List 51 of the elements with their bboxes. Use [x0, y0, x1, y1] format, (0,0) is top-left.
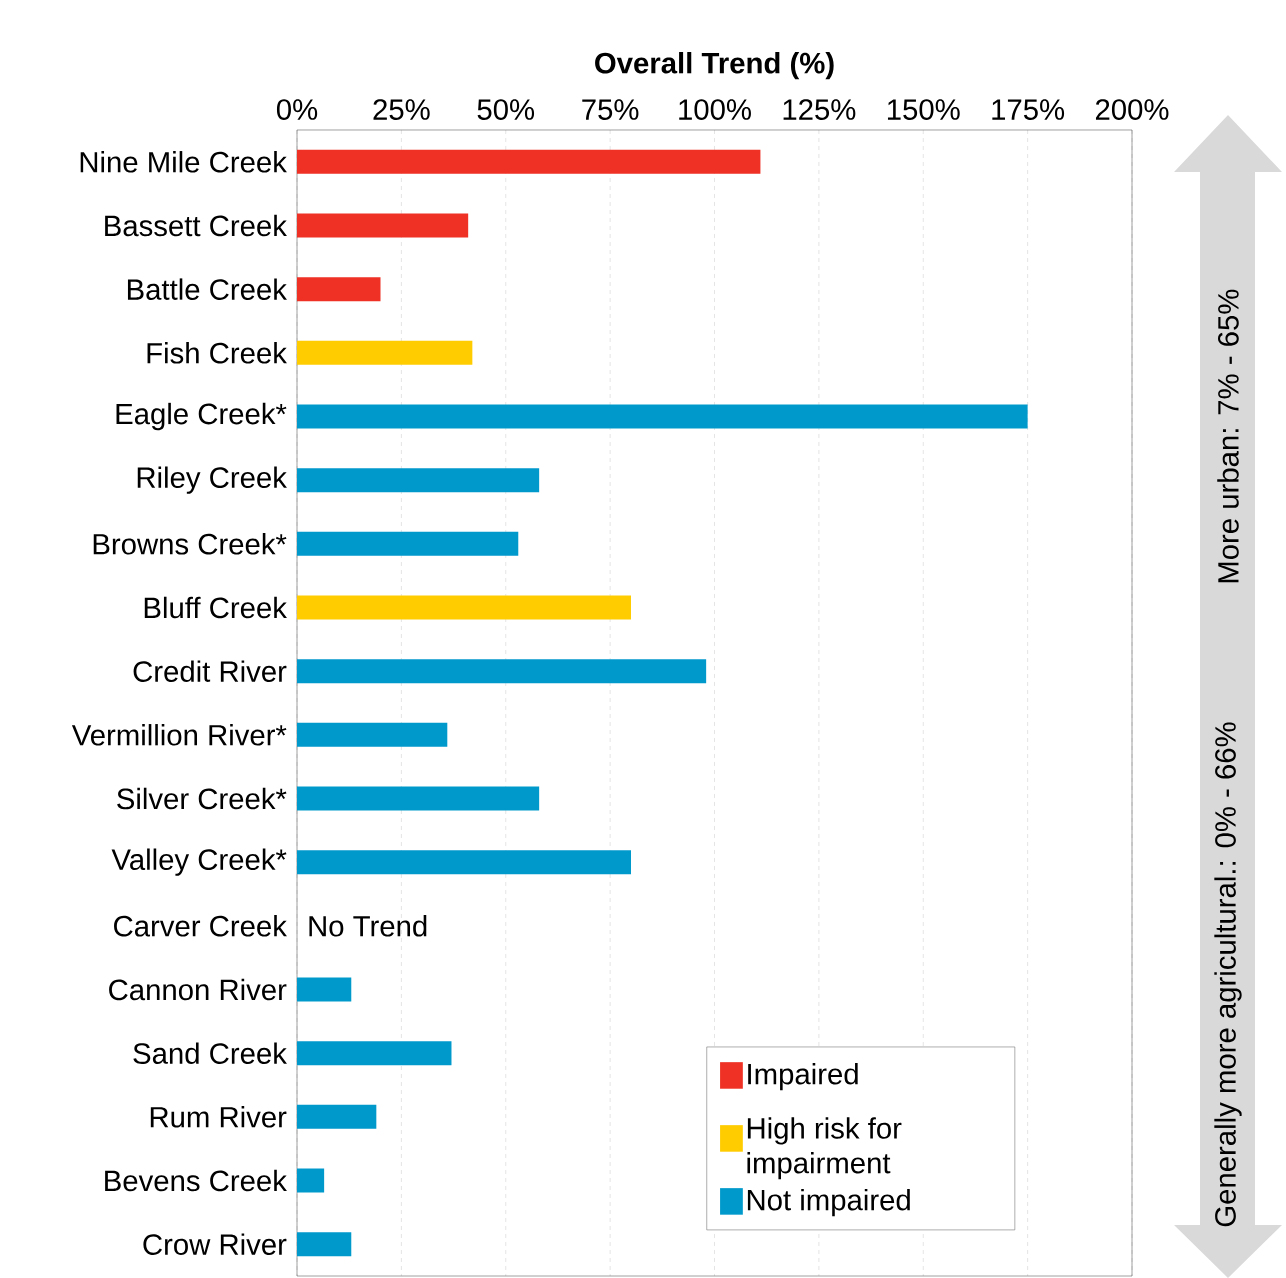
bar — [297, 468, 540, 493]
bar — [297, 213, 469, 238]
y-tick-label: Rum River — [150, 1106, 287, 1128]
bar — [297, 977, 352, 1002]
y-tick-label: Eagle Creek* — [116, 402, 287, 431]
x-tick-label: 175% — [992, 99, 1065, 120]
bar — [297, 404, 1028, 429]
y-tick-label: Sand Creek — [133, 1042, 287, 1064]
legend-label: High risk for impairment — [747, 1117, 902, 1180]
y-tick-label: Fish Creek — [147, 342, 287, 364]
y-tick-label: Credit River — [133, 660, 287, 682]
y-tick-label: Carver Creek — [114, 915, 287, 937]
bar — [297, 1232, 352, 1257]
y-tick-label: Battle Creek — [127, 278, 287, 300]
bar — [297, 722, 448, 747]
x-tick-label: 50% — [477, 99, 535, 120]
x-tick-label: 0% — [276, 99, 318, 120]
annotation: No Trend — [309, 915, 427, 937]
bar — [297, 1041, 452, 1066]
bar — [297, 786, 540, 811]
bar — [297, 340, 473, 365]
y-tick-label: Valley Creek* — [111, 848, 287, 876]
x-tick-label: 100% — [679, 99, 751, 120]
x-tick-label: 25% — [373, 99, 430, 120]
y-tick-label: Silver Creek* — [117, 787, 287, 810]
y-tick-label: Nine Mile Creek — [80, 151, 287, 173]
text: More urban: 7% - 65% — [1217, 289, 1239, 583]
x-tick-label: 75% — [582, 99, 639, 120]
y-tick-label: Riley Creek — [137, 466, 287, 494]
y-tick-label: Bluff Creek — [144, 596, 287, 619]
y-tick-label: Vermillion River* — [71, 724, 287, 746]
y-tick-label: Bevens Creek — [105, 1169, 287, 1192]
y-tick-label: Browns Creek* — [93, 533, 287, 555]
legend-label: Impaired — [748, 1062, 858, 1091]
legend-label: Not impaired — [747, 1188, 910, 1217]
bar — [297, 149, 761, 174]
bar — [297, 1168, 325, 1193]
text: Generally more agricultural.: 0% - 66% — [1214, 722, 1242, 1227]
bar — [297, 850, 631, 875]
bar — [297, 1104, 377, 1129]
bar — [297, 531, 519, 556]
bar — [297, 277, 381, 302]
x-tick-label: 150% — [887, 99, 960, 120]
y-tick-label: Crow River — [143, 1233, 287, 1255]
x-axis-title: Overall Trend (%) — [595, 52, 834, 80]
bar — [297, 595, 631, 620]
y-tick-label: Cannon River — [109, 978, 287, 1001]
x-tick-label: 125% — [783, 99, 856, 120]
x-tick-label: 200% — [1095, 99, 1169, 120]
bar — [297, 659, 707, 684]
y-tick-label: Bassett Creek — [105, 214, 287, 237]
